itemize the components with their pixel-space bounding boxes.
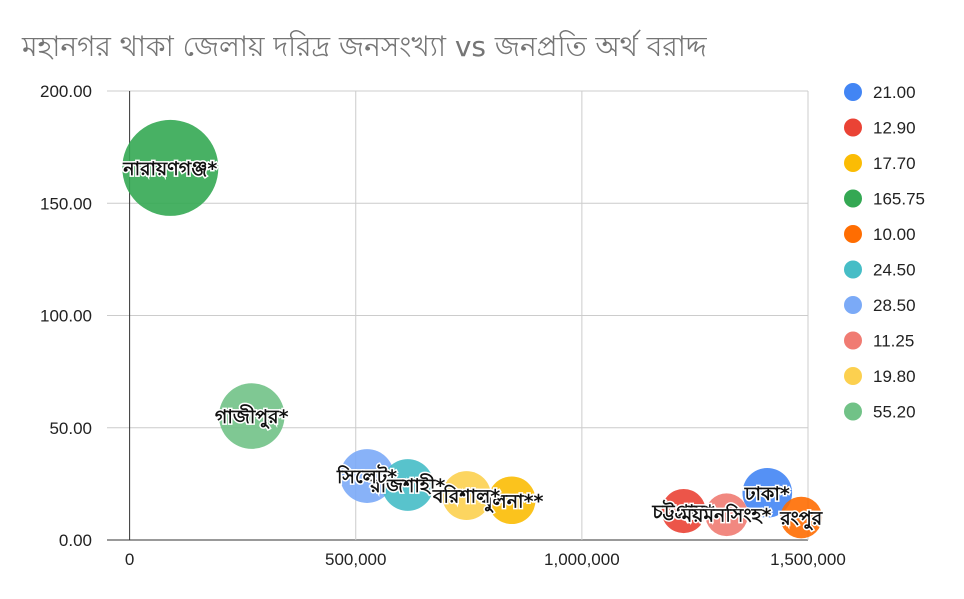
bubble-data-label: ময়মনসিংহ* [681,504,772,527]
bubble-data-label: রাজশাহী* [369,473,445,497]
bubble-point [442,471,491,520]
x-tick-label: 0 [125,550,134,569]
bubble-point [742,468,793,518]
legend-item-label: 11.25 [873,332,914,351]
y-tick-label: 0.00 [59,531,92,550]
x-tick-label: 1,500,000 [770,550,846,569]
y-tick-label: 150.00 [40,194,92,213]
bubble-data-label: গাজীপুর* [215,404,289,429]
legend-item-label: 10.00 [873,225,916,244]
y-tick-label: 50.00 [49,419,92,438]
y-tick-label: 200.00 [40,82,92,101]
legend-swatch [844,118,862,137]
bubble-point [780,496,823,539]
legend-item-label: 55.20 [873,403,916,422]
legend-item-label: 17.70 [873,154,916,173]
bubble-data-label: ঢাকা* [744,483,790,505]
bubble-point [122,119,219,216]
bubbles [122,119,823,539]
bubble-data-label: বরিশাল* [432,485,500,508]
legend-swatch [844,260,862,279]
legend-swatch [844,83,862,101]
legend-item-label: 165.75 [873,190,925,209]
x-tick-label: 500,000 [325,550,386,569]
legend-item-label: 24.50 [873,261,916,280]
bubble-data-label: চট্টগ্রাম* [651,499,715,523]
bubble-labels: ঢাকা* চট্টগ্রাম* খুলনা** নারায়ণগঞ্জ* রংপুর র… [121,156,825,532]
x-tick-label: 1,000,000 [544,550,620,569]
legend-item-label: 28.50 [873,296,916,315]
bubble-data-label: রংপুর [779,508,824,531]
legend-swatch [844,331,862,350]
legend: 21.00 12.90 17.70 165.75 10.00 24.50 28.50 11.2… [844,83,925,422]
bubble-point [488,476,536,525]
legend-swatch [844,367,862,385]
legend-swatch [844,402,862,421]
legend-swatch [844,225,862,243]
legend-item-label: 12.90 [873,119,916,138]
chart-title: মহানগর থাকা জেলায় দরিদ্র জনসংখ্যা vs জন… [21,30,708,63]
legend-swatch [844,296,862,314]
bubble-point [705,493,748,537]
legend-item-label: 21.00 [873,83,916,102]
legend-swatch [844,189,862,208]
bubble-point [218,383,285,449]
axes: 0.00 50.00 100.00 150.00 200.00 0 500,000 1,000… [40,82,846,569]
bubble-point [381,459,434,511]
bubble-point [340,449,394,503]
legend-swatch [844,154,862,172]
bubble-data-label: সিলেট* [336,464,397,488]
y-tick-label: 100.00 [40,307,92,326]
bubble-data-label: নারায়ণগঞ্জ* [122,158,217,180]
legend-item-label: 19.80 [873,367,916,386]
bubble-data-label: খুলনা** [479,490,543,513]
bubble-point [661,488,706,534]
